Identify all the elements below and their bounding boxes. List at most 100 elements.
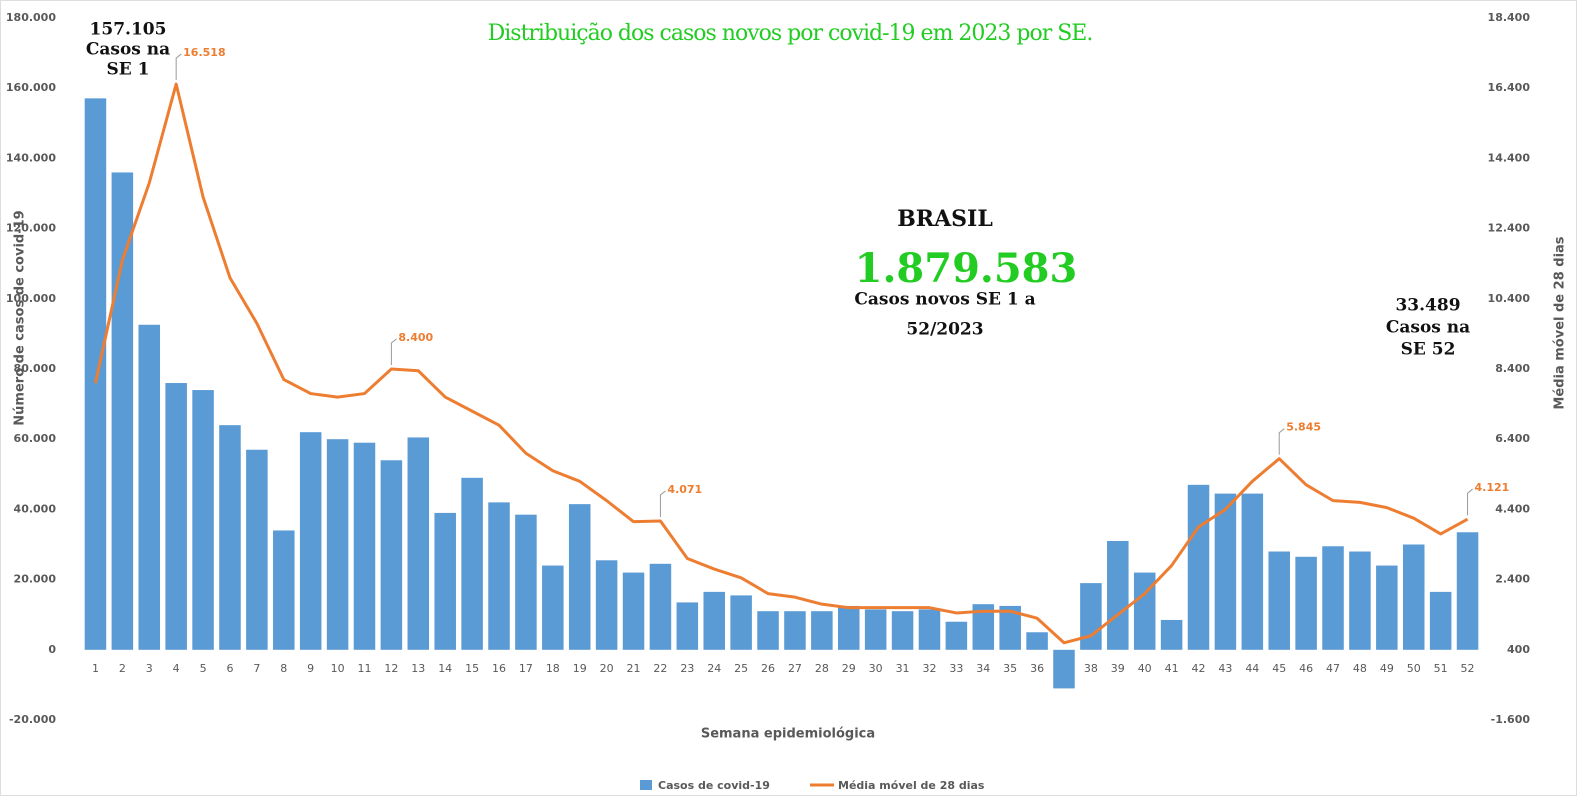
bar [1107,540,1129,650]
value-label: 5.845 [1286,421,1321,434]
bar [622,572,645,650]
line [93,82,1469,645]
bar [918,609,941,650]
x-tick-label: 9 [307,662,314,675]
y-tick-label: 80.000 [14,362,57,375]
legend-label: Média móvel de 28 dias [838,779,985,792]
x-tick-label: 48 [1353,662,1367,675]
bar [353,442,376,650]
bar [1187,484,1210,650]
x-tick-label: 11 [357,662,371,675]
y-tick-label: 0 [48,643,56,656]
bar [1268,551,1290,650]
x-tick-label: 47 [1326,662,1340,675]
x-tick-label: 46 [1299,662,1313,675]
x-tick-label: 29 [842,662,856,675]
x-tick-label: 21 [627,662,641,675]
y-tick-label: 180.000 [6,11,56,24]
bar [837,605,860,650]
x-tick-label: 6 [226,662,233,675]
x-tick-label: 1 [92,662,99,675]
y2-tick-label: -1.600 [1491,713,1531,726]
y2-tick-label: 6.400 [1495,432,1530,445]
x-tick-label: 15 [465,662,479,675]
x-tick-label: 24 [707,662,721,675]
bar [542,565,564,650]
bar [568,504,591,650]
y-tick-label: 160.000 [6,81,56,94]
x-tick-label: 51 [1434,662,1448,675]
legend-item: Média móvel de 28 dias [810,779,985,792]
value-label: 8.400 [398,331,433,344]
value-label: 4.121 [1475,481,1510,494]
x-tick-label: 5 [200,662,207,675]
bar [1214,493,1237,650]
y-tick-label: 20.000 [14,573,57,586]
annotation: 157.105 [90,20,167,40]
bar [299,432,322,650]
bar [891,611,914,650]
annotation: SE 52 [1401,340,1456,360]
x-tick-label: 34 [976,662,990,675]
y2-axis-title: Média móvel de 28 dias [1553,236,1568,409]
y2-tick-label: 14.400 [1488,151,1531,164]
x-tick-label: 17 [519,662,533,675]
y2-tick-label: 400 [1507,643,1530,656]
legend-label: Casos de covid-19 [658,779,770,792]
x-tick-label: 45 [1272,662,1286,675]
bar [1349,551,1371,650]
bar [1241,493,1264,650]
legend-swatch [640,780,652,790]
leader-line [1467,488,1473,516]
bar [999,605,1021,650]
x-tick-label: 39 [1111,662,1125,675]
x-tick-label: 33 [949,662,963,675]
x-tick-label: 26 [761,662,775,675]
x-tick-label: 32 [922,662,936,675]
bar [1376,565,1398,650]
bar [138,324,161,650]
bar [730,595,752,650]
bar [1456,532,1479,650]
x-tick-label: 23 [680,662,694,675]
bar [811,611,833,650]
bar [1133,572,1156,650]
bar [515,514,537,650]
x-tick-label: 14 [438,662,452,675]
x-tick-label: 40 [1138,662,1152,675]
chart-title: Distribuição dos casos novos por covid-1… [488,21,1093,46]
x-tick-label: 13 [411,662,425,675]
bar [1053,649,1075,689]
annotation: Casos na [86,40,170,60]
leader-line [390,338,397,365]
x-tick-label: 44 [1245,662,1259,675]
y-tick-label: 100.000 [6,292,56,305]
bar [273,530,295,650]
bar [219,425,241,650]
x-axis-title: Semana epidemiológica [701,727,875,742]
value-label: 16.518 [183,46,225,59]
bar [461,477,483,650]
bar [111,172,134,650]
y-tick-label: -20.000 [9,713,56,726]
y2-tick-label: 8.400 [1495,362,1530,375]
y2-tick-label: 2.400 [1495,573,1530,586]
bar [407,437,430,650]
bar [784,611,806,650]
x-tick-label: 12 [384,662,398,675]
bar [1080,583,1102,650]
x-tick-label: 43 [1218,662,1232,675]
x-tick-label: 49 [1380,662,1394,675]
x-tick-label: 20 [600,662,614,675]
y-axis-title: Número de casos de covid-19 [13,210,28,425]
x-tick-label: 35 [1003,662,1017,675]
annotation: Casos novos SE 1 a [854,290,1035,310]
y-tick-label: 60.000 [14,432,57,445]
x-tick-label: 3 [146,662,153,675]
bar [676,602,699,650]
x-tick-label: 25 [734,662,748,675]
bar [246,449,268,650]
bar [1026,632,1048,650]
